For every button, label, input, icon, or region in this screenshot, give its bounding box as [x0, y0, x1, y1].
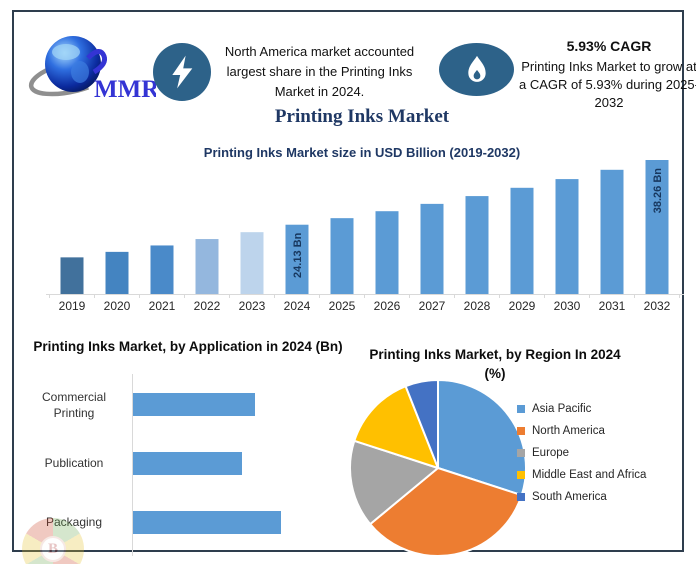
- pie-legend: Asia Pacific North America Europe Middle Ea…: [517, 403, 646, 503]
- legend-label: Asia Pacific: [532, 403, 592, 415]
- x-tick-label: 2030: [554, 299, 581, 313]
- bar-2027: [420, 203, 444, 294]
- mmr-logo: MMR: [28, 36, 156, 103]
- bar-2029: [510, 187, 534, 294]
- lightning-icon: [172, 55, 193, 89]
- globe-icon: [45, 36, 101, 92]
- pie-slice-south-america: [404, 379, 439, 469]
- bar-2021: [150, 245, 174, 294]
- region-pie-chart: [349, 379, 527, 557]
- bar-2032: [645, 160, 669, 294]
- flame-icon: [467, 55, 486, 82]
- application-chart-title: Printing Inks Market, by Application in …: [33, 339, 343, 354]
- bar-2023: [240, 232, 264, 294]
- bar-2030: [555, 179, 579, 294]
- legend-item: South America: [517, 491, 646, 503]
- x-tick-label: 2022: [194, 299, 221, 313]
- x-tick-label: 2019: [59, 299, 86, 313]
- region-chart-title: Printing Inks Market, by Region In 2024 …: [369, 347, 621, 381]
- pie-slice-middle-east-and-africa: [353, 385, 439, 469]
- bar-data-label: 38.26 Bn: [652, 168, 664, 214]
- application-bar: [133, 511, 281, 534]
- logo-text: MMR: [94, 76, 156, 103]
- watermark-letter: B: [40, 536, 66, 562]
- x-tick-label: 2021: [149, 299, 176, 313]
- application-category-label: Publication: [44, 456, 104, 470]
- x-tick-label: 2028: [464, 299, 491, 313]
- pie-slice-asia-pacific: [437, 379, 527, 497]
- highlight-note: North America market accounted largest s…: [224, 44, 415, 100]
- watermark-logo: B: [22, 518, 84, 564]
- legend-label: North America: [532, 425, 605, 437]
- x-tick-label: 2025: [329, 299, 356, 313]
- lightning-badge: [153, 43, 211, 101]
- bar-2026: [375, 211, 399, 294]
- legend-item: North America: [517, 425, 646, 437]
- x-tick-label: 2026: [374, 299, 401, 313]
- market-size-bar-chart: 2019 2020 2021 2022 2023 2024 2025 2026 2027 2028…: [46, 160, 684, 313]
- page-title: Printing Inks Market: [274, 106, 450, 127]
- main-chart-title: Printing Inks Market size in USD Billion…: [203, 145, 521, 160]
- bar-2019: [60, 257, 84, 294]
- globe-swoosh-icon: [28, 36, 120, 97]
- swoosh-2-icon: [86, 49, 107, 75]
- x-tick-label: 2027: [419, 299, 446, 313]
- bar-2028: [465, 196, 489, 294]
- application-bar: [133, 393, 255, 416]
- bar-data-label: 24.13 Bn: [292, 232, 304, 278]
- legend-label: Middle East and Africa: [532, 469, 647, 481]
- legend-swatch: [517, 493, 525, 501]
- frame-border: MMR North America market accounted large…: [12, 10, 696, 564]
- x-tick-label: 2029: [509, 299, 536, 313]
- x-tick-label: 2024: [284, 299, 311, 313]
- legend-item: Middle East and Africa: [517, 469, 646, 481]
- bar-2031: [600, 169, 624, 294]
- legend-swatch: [517, 449, 525, 457]
- legend-item: Europe: [517, 447, 646, 459]
- bar-2024: [285, 224, 309, 294]
- application-bar: [133, 452, 242, 475]
- legend-swatch: [517, 405, 525, 413]
- x-tick-label: 2032: [644, 299, 671, 313]
- application-category-label: Packaging: [45, 515, 103, 529]
- legend-swatch: [517, 427, 525, 435]
- legend-label: Europe: [532, 447, 570, 459]
- x-tick-label: 2020: [104, 299, 131, 313]
- bar-2022: [195, 239, 219, 294]
- flame-badge: [439, 43, 514, 96]
- application-chart-axis: [132, 374, 133, 556]
- legend-label: South America: [532, 491, 607, 503]
- x-tick-label: 2023: [239, 299, 266, 313]
- legend-swatch: [517, 471, 525, 479]
- legend-item: Asia Pacific: [517, 403, 646, 415]
- x-tick-label: 2031: [599, 299, 626, 313]
- cagr-block: 5.93% CAGR Printing Inks Market to grow …: [516, 38, 696, 113]
- bar-2020: [105, 251, 129, 294]
- pie-slice-north-america: [369, 467, 523, 557]
- bar-2025: [330, 218, 354, 294]
- cagr-text: Printing Inks Market to grow at a CAGR o…: [519, 59, 696, 111]
- cagr-title: 5.93% CAGR: [566, 38, 652, 54]
- application-category-label: Commercial Printing: [41, 390, 106, 421]
